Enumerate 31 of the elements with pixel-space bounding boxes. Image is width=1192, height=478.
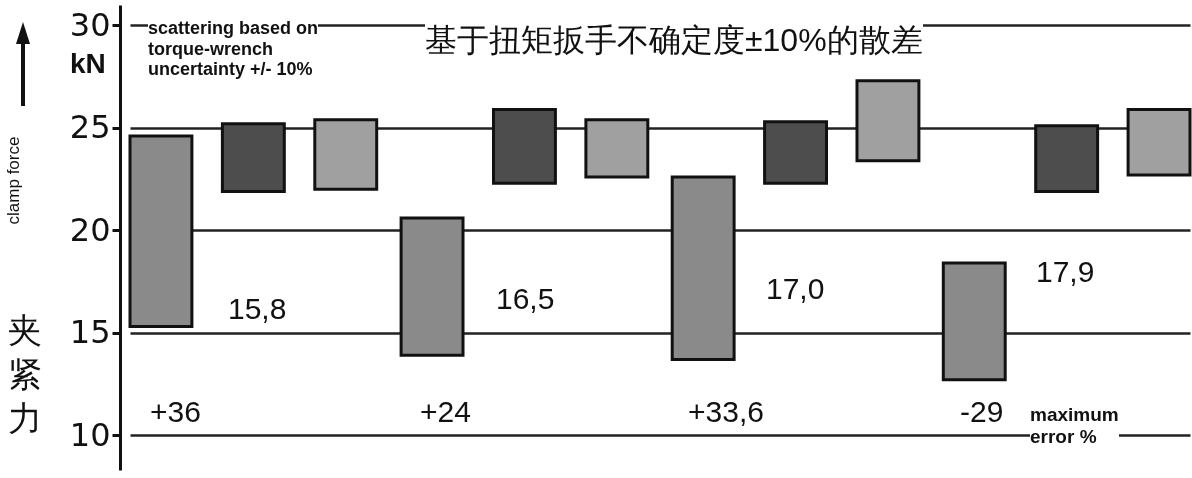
- annotation: +36: [150, 395, 201, 430]
- bar: [763, 120, 828, 185]
- y-tick-label: 15: [69, 313, 111, 352]
- bar: [128, 134, 194, 329]
- y-tick-label: 25: [69, 108, 111, 147]
- annotation: scattering based on torque-wrench uncertainty +/- 10%: [148, 18, 319, 81]
- annotation: +24: [420, 395, 471, 430]
- bar: [1034, 124, 1100, 193]
- text: 夹紧力: [8, 308, 42, 441]
- bar: [313, 118, 379, 191]
- y-tick-label: 30: [69, 5, 111, 44]
- annotation: 17,9: [1036, 255, 1095, 290]
- text: kN: [70, 48, 106, 81]
- y-tick-label: 10: [69, 415, 111, 454]
- y-tick-label: 20: [69, 210, 111, 249]
- bar: [492, 107, 557, 185]
- bar: [584, 118, 650, 179]
- bar: [399, 216, 465, 357]
- annotation: 基于扭矩扳手不确定度±10%的散差: [425, 22, 923, 59]
- y-axis-title: clamp force: [3, 136, 23, 225]
- bar: [220, 122, 286, 193]
- bar: [941, 261, 1007, 382]
- annotation: -29: [960, 395, 1004, 430]
- annotation: +33,6: [688, 395, 764, 430]
- bar: [670, 175, 736, 361]
- annotation: 15,8: [228, 292, 287, 327]
- bar: [855, 79, 921, 163]
- annotation: 16,5: [496, 282, 555, 317]
- annotation: maximum error %: [1030, 404, 1119, 448]
- annotation: 17,0: [766, 272, 825, 307]
- bar: [1126, 107, 1192, 177]
